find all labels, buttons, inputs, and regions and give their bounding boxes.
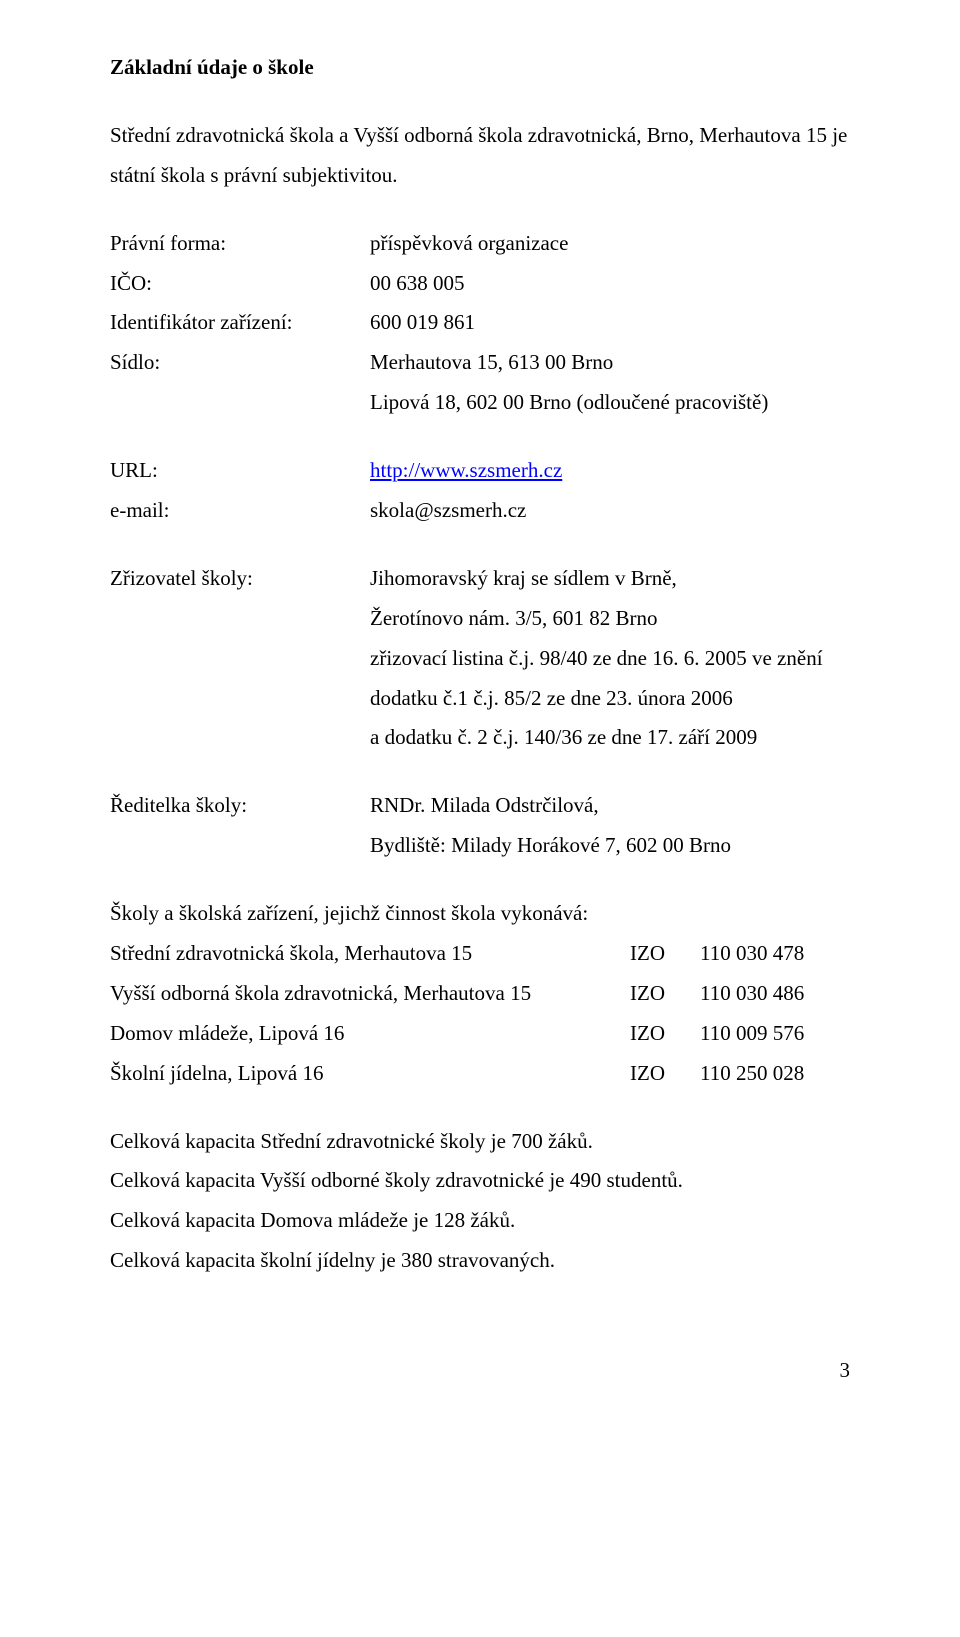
director-block: Ředitelka školy: RNDr. Milada Odstrčilov…	[110, 786, 850, 866]
contact-block: URL: http://www.szsmerh.cz e-mail: skola…	[110, 451, 850, 531]
schools-heading: Školy a školská zařízení, jejichž činnos…	[110, 894, 850, 934]
legal-form-value: příspěvková organizace	[370, 224, 850, 264]
schools-block: Školy a školská zařízení, jejichž činnos…	[110, 894, 850, 1093]
email-value: skola@szsmerh.cz	[370, 491, 850, 531]
director-line1: RNDr. Milada Odstrčilová,	[370, 786, 850, 826]
capacity-line: Celková kapacita Střední zdravotnické šk…	[110, 1122, 850, 1162]
izo-number: 110 009 576	[700, 1014, 850, 1054]
sidlo-label: Sídlo:	[110, 343, 370, 383]
legal-block: Právní forma: příspěvková organizace IČO…	[110, 224, 850, 423]
table-row: Školní jídelna, Lipová 16 IZO 110 250 02…	[110, 1054, 850, 1094]
founder-line2: Žerotínovo nám. 3/5, 601 82 Brno	[110, 599, 850, 639]
izo-number: 110 030 486	[700, 974, 850, 1014]
page-title: Základní údaje o škole	[110, 48, 850, 88]
url-link[interactable]: http://www.szsmerh.cz	[370, 458, 562, 482]
ico-value: 00 638 005	[370, 264, 850, 304]
sidlo-line1: Merhautova 15, 613 00 Brno	[370, 343, 850, 383]
email-label: e-mail:	[110, 491, 370, 531]
url-label: URL:	[110, 451, 370, 491]
page-number: 3	[110, 1351, 850, 1391]
founder-label: Zřizovatel školy:	[110, 559, 370, 599]
director-label: Ředitelka školy:	[110, 786, 370, 826]
izo-code: IZO	[630, 974, 700, 1014]
schools-rows: Střední zdravotnická škola, Merhautova 1…	[110, 934, 850, 1094]
capacity-line: Celková kapacita školní jídelny je 380 s…	[110, 1241, 850, 1281]
founder-line3: zřizovací listina č.j. 98/40 ze dne 16. …	[110, 639, 850, 679]
izo-number: 110 030 478	[700, 934, 850, 974]
school-name: Střední zdravotnická škola, Merhautova 1…	[110, 934, 630, 974]
capacity-block: Celková kapacita Střední zdravotnické šk…	[110, 1122, 850, 1282]
izo-code: IZO	[630, 934, 700, 974]
table-row: Domov mládeže, Lipová 16 IZO 110 009 576	[110, 1014, 850, 1054]
izo-code: IZO	[630, 1014, 700, 1054]
school-name: Vyšší odborná škola zdravotnická, Merhau…	[110, 974, 630, 1014]
legal-form-label: Právní forma:	[110, 224, 370, 264]
director-line2: Bydliště: Milady Horákové 7, 602 00 Brno	[110, 826, 850, 866]
capacity-line: Celková kapacita Vyšší odborné školy zdr…	[110, 1161, 850, 1201]
capacity-line: Celková kapacita Domova mládeže je 128 ž…	[110, 1201, 850, 1241]
sidlo-line2: Lipová 18, 602 00 Brno (odloučené pracov…	[110, 383, 850, 423]
table-row: Vyšší odborná škola zdravotnická, Merhau…	[110, 974, 850, 1014]
identifier-label: Identifikátor zařízení:	[110, 303, 370, 343]
founder-line4: dodatku č.1 č.j. 85/2 ze dne 23. února 2…	[110, 679, 850, 719]
izo-code: IZO	[630, 1054, 700, 1094]
table-row: Střední zdravotnická škola, Merhautova 1…	[110, 934, 850, 974]
school-name: Školní jídelna, Lipová 16	[110, 1054, 630, 1094]
founder-line5: a dodatku č. 2 č.j. 140/36 ze dne 17. zá…	[110, 718, 850, 758]
founder-block: Zřizovatel školy: Jihomoravský kraj se s…	[110, 559, 850, 758]
intro-paragraph: Střední zdravotnická škola a Vyšší odbor…	[110, 116, 850, 196]
founder-line1: Jihomoravský kraj se sídlem v Brně,	[370, 559, 850, 599]
school-name: Domov mládeže, Lipová 16	[110, 1014, 630, 1054]
identifier-value: 600 019 861	[370, 303, 850, 343]
izo-number: 110 250 028	[700, 1054, 850, 1094]
ico-label: IČO:	[110, 264, 370, 304]
